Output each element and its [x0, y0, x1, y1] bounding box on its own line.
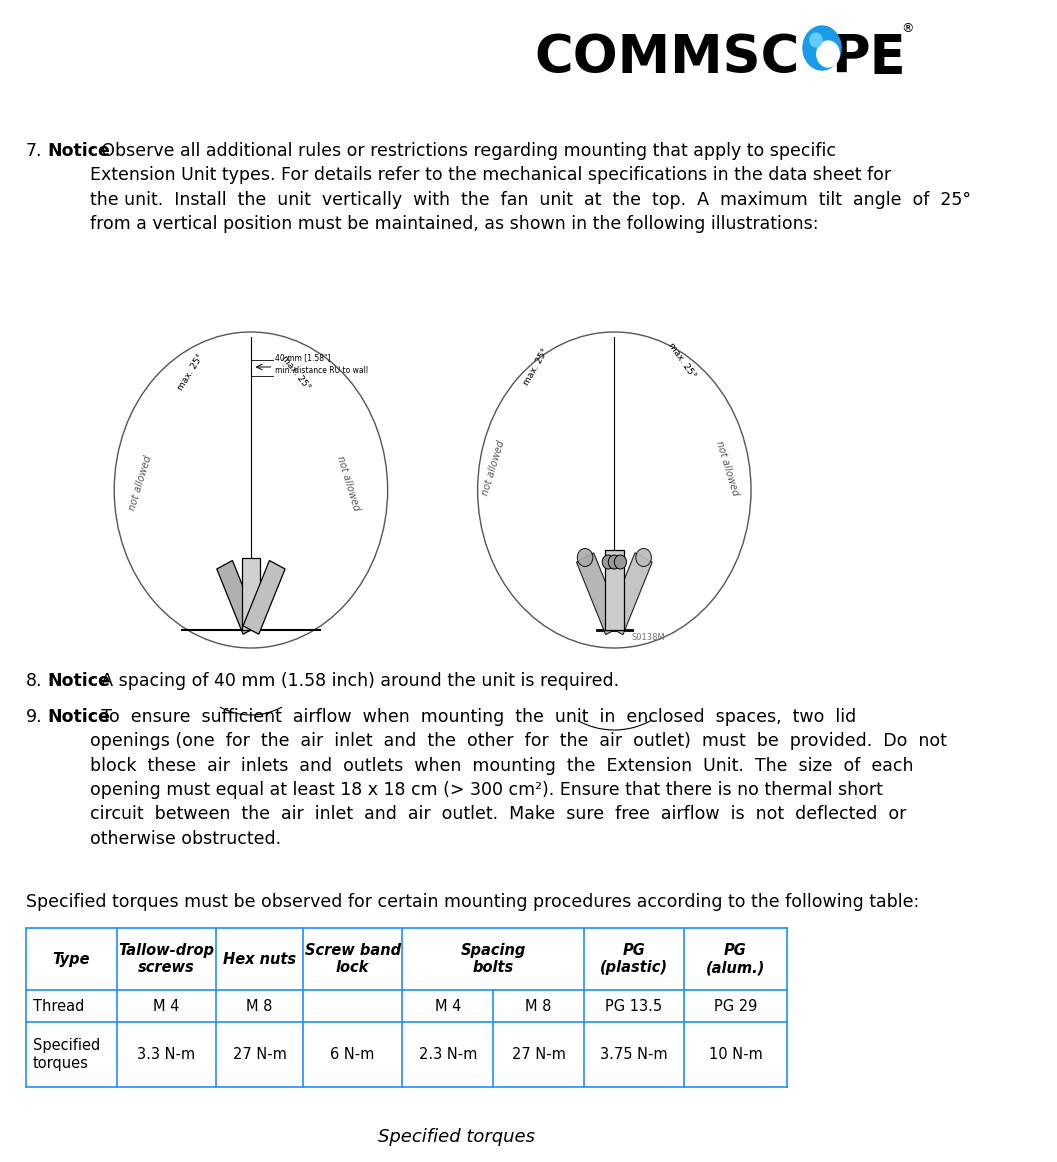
Text: max. 25°: max. 25° [175, 352, 205, 392]
Text: Screw band
lock: Screw band lock [304, 942, 401, 975]
Text: M 4: M 4 [153, 998, 180, 1013]
Bar [605, 550, 624, 630]
Text: M 4: M 4 [434, 998, 461, 1013]
Text: 10 N-m: 10 N-m [708, 1047, 762, 1062]
Text: min. distance RU to wall: min. distance RU to wall [275, 366, 368, 375]
Text: 8.: 8. [26, 672, 42, 690]
Text: not allowed: not allowed [335, 454, 360, 512]
Text: 3.75 N-m: 3.75 N-m [600, 1047, 668, 1062]
Text: PG 13.5: PG 13.5 [606, 998, 663, 1013]
Polygon shape [242, 558, 260, 630]
Text: Hex nuts: Hex nuts [223, 952, 296, 967]
Text: not allowed: not allowed [713, 439, 740, 497]
Text: Type: Type [53, 952, 90, 967]
Text: Thread: Thread [33, 998, 85, 1013]
Text: Notice: Notice [48, 708, 111, 726]
Text: 7.: 7. [26, 142, 42, 160]
Circle shape [803, 26, 841, 70]
Circle shape [614, 555, 627, 569]
Text: COMMSC: COMMSC [535, 33, 800, 84]
Polygon shape [217, 560, 259, 634]
Circle shape [608, 555, 620, 569]
Polygon shape [606, 553, 652, 634]
Text: ®: ® [902, 22, 914, 35]
Text: 6 N-m: 6 N-m [331, 1047, 375, 1062]
Text: 40 mm [1.58"]: 40 mm [1.58"] [275, 353, 331, 363]
Text: PG 29: PG 29 [713, 998, 757, 1013]
Circle shape [577, 548, 593, 567]
Text: Specified torques: Specified torques [378, 1128, 535, 1146]
Text: Tallow-drop
screws: Tallow-drop screws [118, 942, 215, 975]
Polygon shape [243, 560, 285, 634]
Text: Specified
torques: Specified torques [33, 1039, 100, 1070]
Text: max. 25°: max. 25° [666, 342, 698, 380]
Text: PE: PE [831, 33, 905, 84]
Circle shape [602, 555, 614, 569]
Text: PG
(alum.): PG (alum.) [706, 942, 765, 975]
Text: M 8: M 8 [246, 998, 273, 1013]
Text: not allowed: not allowed [127, 454, 153, 512]
Text: : To  ensure  sufficient  airflow  when  mounting  the  unit  in  enclosed  spac: : To ensure sufficient airflow when moun… [90, 708, 947, 847]
Circle shape [636, 548, 651, 567]
Text: max. 25°: max. 25° [522, 346, 551, 387]
Text: : A spacing of 40 mm (1.58 inch) around the unit is required.: : A spacing of 40 mm (1.58 inch) around … [90, 672, 619, 690]
Text: 3.3 N-m: 3.3 N-m [137, 1047, 196, 1062]
Circle shape [810, 33, 822, 46]
Text: 9.: 9. [26, 708, 42, 726]
Polygon shape [576, 553, 623, 634]
Text: S0138M·: S0138M· [632, 633, 668, 641]
Text: Notice: Notice [48, 672, 111, 690]
Text: max. 25°: max. 25° [280, 354, 312, 392]
Text: Spacing
bolts: Spacing bolts [461, 942, 526, 975]
Text: PG
(plastic): PG (plastic) [599, 942, 668, 975]
Circle shape [817, 41, 839, 67]
Text: 27 N-m: 27 N-m [233, 1047, 286, 1062]
Text: not allowed: not allowed [480, 439, 506, 497]
Text: : Observe all additional rules or restrictions regarding mounting that apply to : : Observe all additional rules or restri… [90, 142, 971, 232]
Text: Notice: Notice [48, 142, 111, 160]
Text: 27 N-m: 27 N-m [512, 1047, 565, 1062]
Text: 2.3 N-m: 2.3 N-m [419, 1047, 477, 1062]
Text: Specified torques must be observed for certain mounting procedures according to : Specified torques must be observed for c… [26, 894, 920, 911]
Text: M 8: M 8 [525, 998, 552, 1013]
